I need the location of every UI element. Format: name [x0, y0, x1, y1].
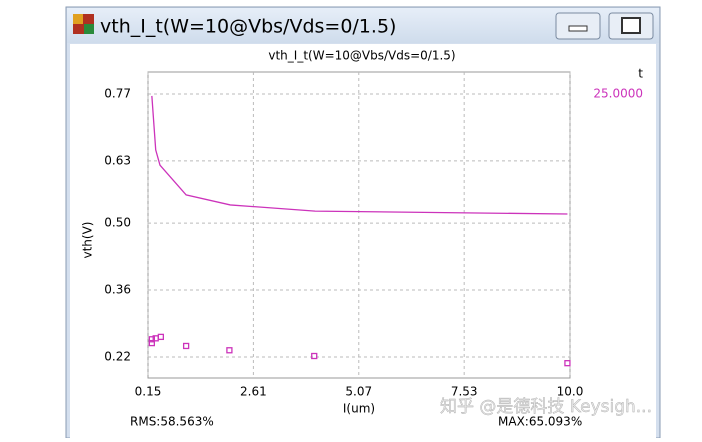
y-tick-label: 0.50	[104, 216, 131, 230]
y-axis-label: vth(V)	[81, 222, 95, 259]
y-tick-label: 0.22	[104, 349, 131, 363]
x-tick-label: 10.0	[557, 385, 584, 399]
legend-entry: 25.0000	[593, 87, 643, 101]
data-point	[311, 352, 318, 360]
x-tick-label: 5.07	[345, 385, 372, 399]
rms-stat: RMS:58.563%	[130, 415, 214, 429]
watermark: 知乎 @是德科技 Keysigh...	[440, 397, 652, 417]
legend-title: t	[638, 67, 643, 81]
y-tick-label: 0.36	[104, 283, 131, 297]
y-tick-label: 0.63	[104, 153, 131, 167]
x-tick-label: 7.53	[451, 385, 478, 399]
client-area	[70, 44, 656, 438]
y-tick-label: 0.77	[104, 86, 131, 100]
window-title: vth_I_t(W=10@Vbs/Vds=0/1.5)	[100, 16, 396, 38]
minimize-button[interactable]	[555, 12, 601, 40]
data-point	[148, 336, 156, 343]
app-icon	[73, 14, 94, 34]
chart-title: vth_I_t(W=10@Vbs/Vds=0/1.5)	[268, 49, 455, 63]
data-point	[148, 339, 156, 347]
x-tick-label: 2.61	[240, 385, 267, 399]
x-tick-label: 0.15	[135, 385, 162, 399]
series-line	[151, 95, 568, 215]
x-axis-label: I(um)	[343, 402, 375, 416]
max-stat: MAX:65.093%	[498, 415, 582, 429]
maximize-button[interactable]	[608, 12, 654, 40]
data-point	[157, 333, 165, 341]
data-point	[564, 360, 571, 367]
data-point	[182, 342, 190, 350]
data-point	[226, 347, 233, 354]
